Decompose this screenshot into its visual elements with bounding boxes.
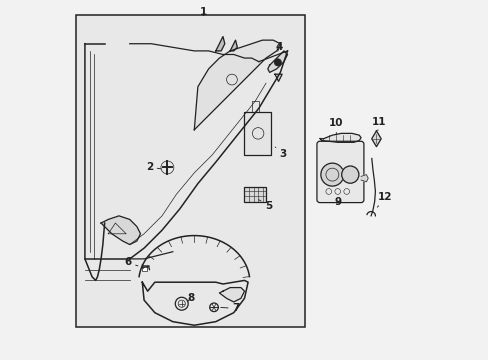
Polygon shape xyxy=(319,134,360,142)
Text: 8: 8 xyxy=(187,293,195,303)
Bar xyxy=(244,112,271,155)
Polygon shape xyxy=(360,175,367,182)
Text: 3: 3 xyxy=(275,147,286,159)
Text: 7: 7 xyxy=(220,303,239,314)
Polygon shape xyxy=(101,216,140,244)
Polygon shape xyxy=(267,51,287,72)
Polygon shape xyxy=(142,280,247,325)
Text: 9: 9 xyxy=(334,197,341,207)
FancyBboxPatch shape xyxy=(316,141,363,203)
Polygon shape xyxy=(230,40,237,51)
Polygon shape xyxy=(215,37,224,51)
Text: 4: 4 xyxy=(275,42,283,51)
Bar xyxy=(142,265,146,271)
Polygon shape xyxy=(274,74,282,81)
Text: 6: 6 xyxy=(124,257,138,267)
Polygon shape xyxy=(194,40,280,130)
Circle shape xyxy=(320,163,343,186)
Polygon shape xyxy=(219,288,244,302)
Bar xyxy=(244,187,265,202)
Text: 2: 2 xyxy=(145,162,161,172)
Text: 12: 12 xyxy=(377,192,391,207)
Circle shape xyxy=(274,59,281,66)
Polygon shape xyxy=(371,131,381,147)
Text: 10: 10 xyxy=(328,118,343,134)
Text: 1: 1 xyxy=(199,7,206,17)
Bar xyxy=(76,15,305,327)
Circle shape xyxy=(341,166,358,183)
Text: 5: 5 xyxy=(258,200,272,211)
Text: 11: 11 xyxy=(371,117,386,131)
